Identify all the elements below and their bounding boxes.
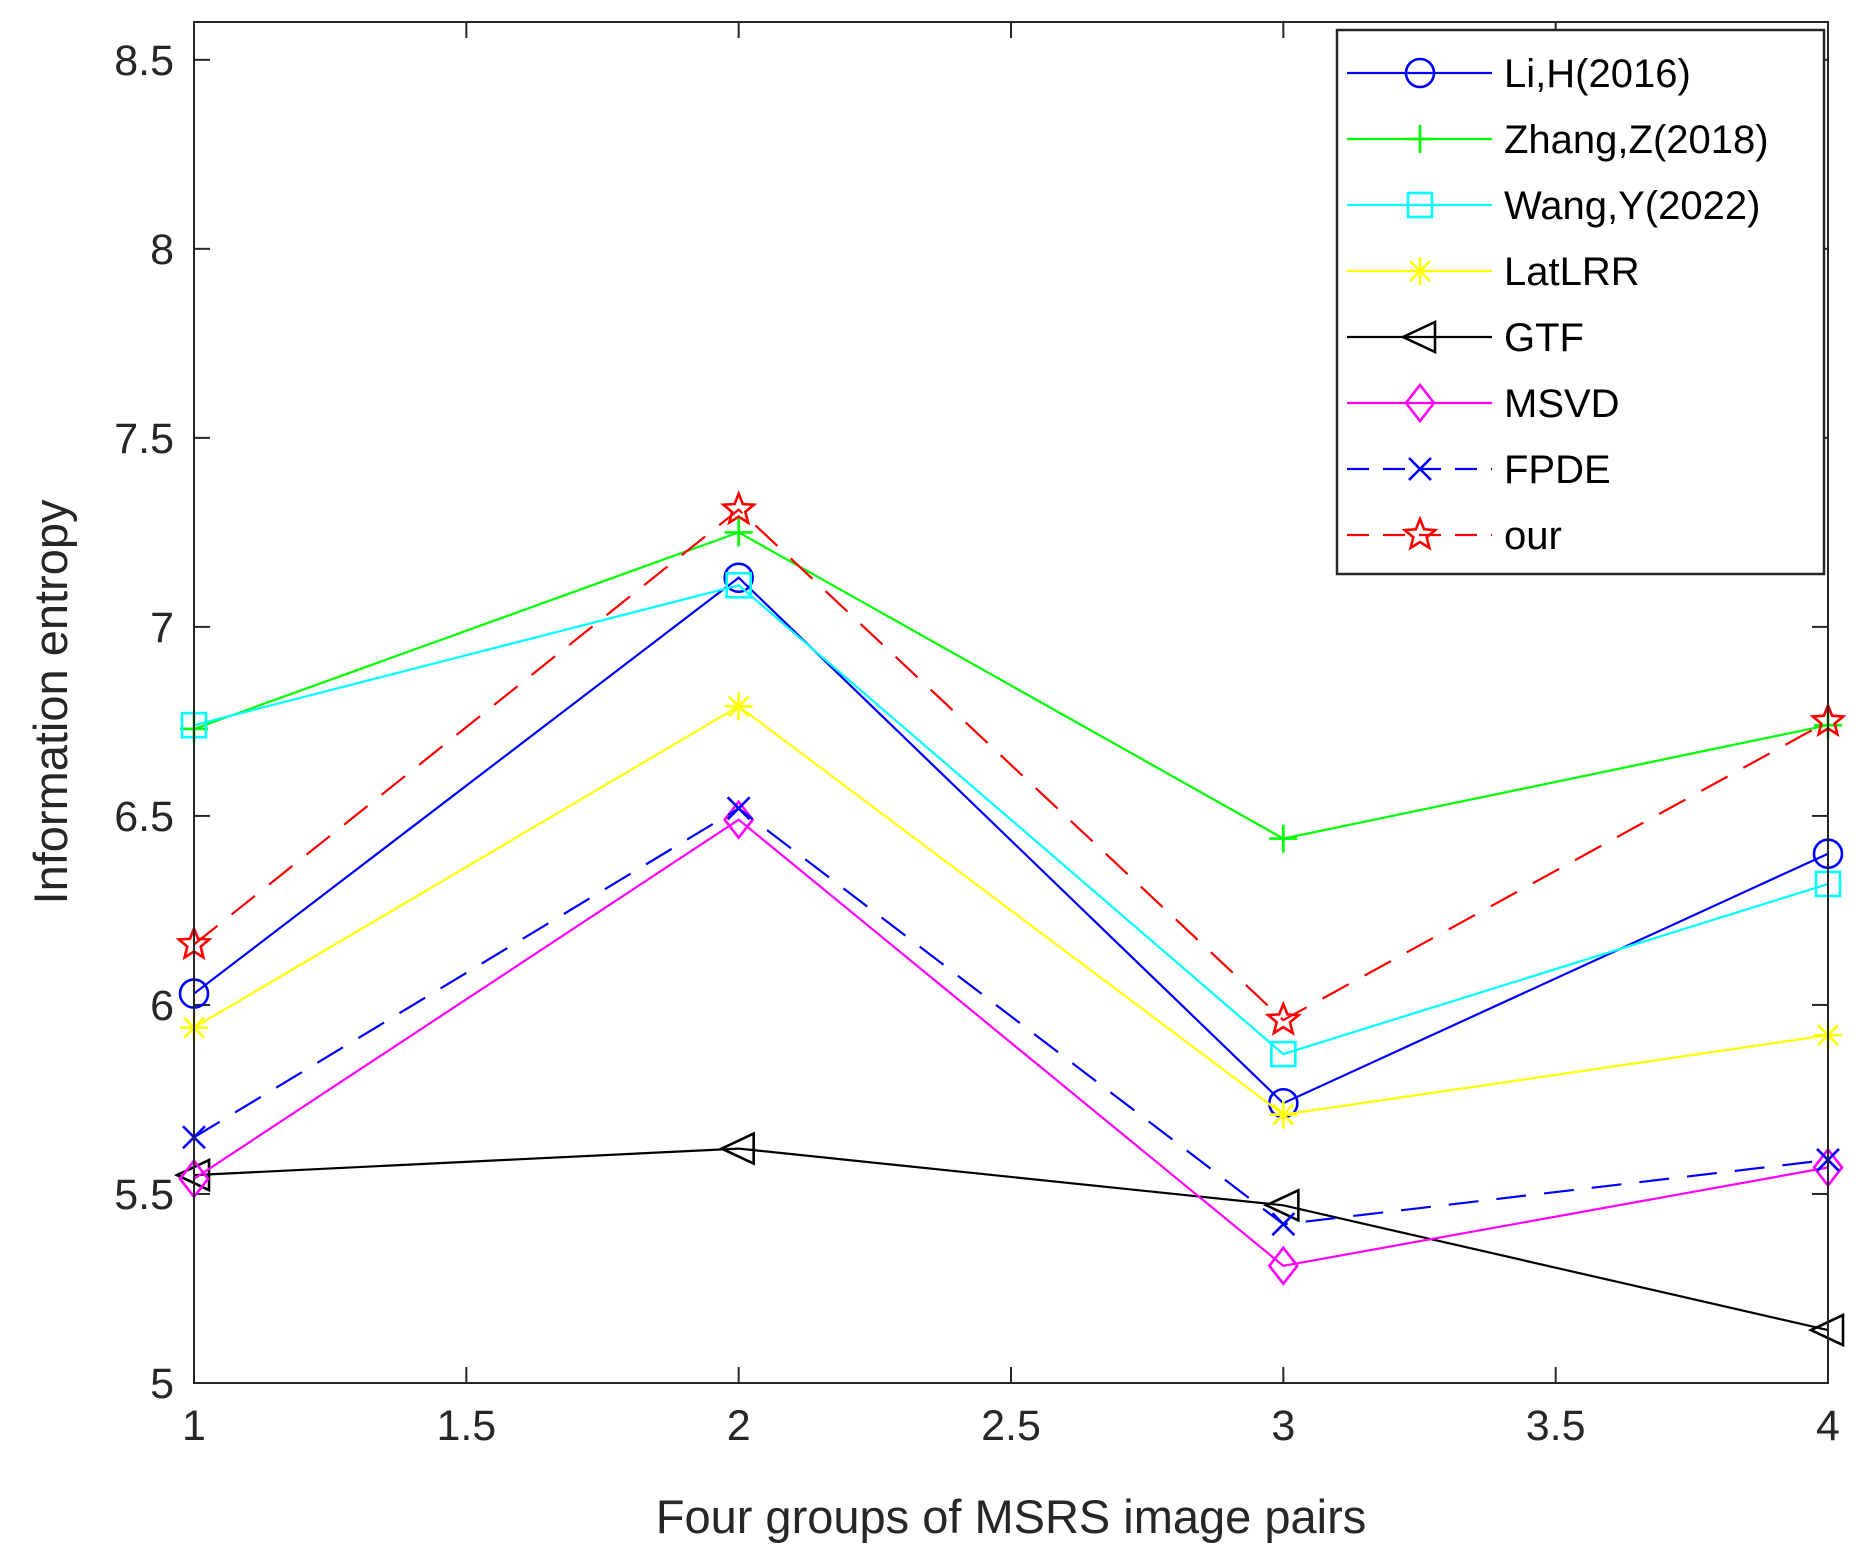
legend-label: Li,H(2016) [1504,52,1691,96]
y-axis-title: Information entropy [24,499,77,904]
series-marker-triangle-left [1263,1188,1300,1223]
x-tick-label: 4 [1816,1402,1840,1450]
series-line [193,818,1829,1267]
legend-label: Wang,Y(2022) [1504,184,1760,228]
series-marker-plus [724,518,753,547]
y-tick-label: 6 [150,982,174,1030]
y-tick-label: 7 [150,604,174,652]
series-marker-asterisk [1269,1100,1298,1129]
legend-item: Zhang,Z(2018) [1347,118,1769,162]
series-marker-diamond [1267,1245,1299,1286]
series-marker-plus [1406,125,1434,153]
series-marker-x [726,796,751,821]
series-line [193,1147,1829,1332]
series-line [193,584,1829,1056]
x-tick-label: 3 [1271,1402,1295,1450]
y-tick-label: 6.5 [114,793,174,841]
legend-item: LatLRR [1347,250,1640,294]
series-line [193,508,1829,1022]
series-line [193,531,1829,840]
legend-label: our [1504,514,1562,558]
series-marker-asterisk [1406,257,1434,285]
y-tick-label: 5.5 [114,1171,174,1219]
legend-item: MSVD [1347,382,1620,426]
series-marker-square [725,572,752,599]
legend-item: FPDE [1347,448,1611,492]
legend-item: GTF [1347,316,1584,360]
legend-label: GTF [1504,316,1584,360]
series-line [193,807,1829,1226]
series-layer [173,490,1847,1348]
legend: Li,H(2016) Zhang,Z(2018) Wang,Y(2022) LatLR… [1335,28,1826,576]
legend-box [1335,28,1826,576]
series-marker-triangle-left [718,1131,755,1166]
series-marker-circle [1404,57,1436,89]
series-marker-diamond [1404,382,1436,424]
legend-item: our [1347,514,1562,558]
y-tick-label: 8 [150,226,174,274]
series-line [193,704,1829,1116]
series-FPDE [182,796,1840,1237]
series-marker-square [1270,1040,1297,1068]
series-marker-star [1264,1000,1302,1036]
series-marker-circle [723,562,754,594]
legend-label: MSVD [1504,382,1620,426]
series-marker-x [1408,457,1432,481]
y-tick-label: 5 [150,1360,174,1408]
x-axis-title: Four groups of MSRS image pairs [656,1490,1367,1543]
series-marker-plus [1269,824,1298,853]
series-marker-triangle-left [1399,319,1437,355]
x-tick-label: 1.5 [436,1402,496,1450]
series-marker-asterisk [724,692,753,721]
legend-item: Wang,Y(2022) [1347,184,1760,228]
series-marker-square [1406,191,1434,219]
plot-frame [193,21,1829,1384]
legend-label: FPDE [1504,448,1611,492]
legend-label: Zhang,Z(2018) [1504,118,1769,162]
x-tick-label: 3.5 [1526,1402,1586,1450]
series-line [193,576,1829,1105]
x-tick-label: 1 [182,1402,206,1450]
x-tick-label: 2 [727,1402,751,1450]
legend-item: Li,H(2016) [1347,52,1691,96]
legend-label: LatLRR [1504,250,1640,294]
x-tick-label: 2.5 [981,1402,1041,1450]
axis-ticks: 1 1.5 2 2.5 3 3.5 4 5 5.5 6 6.5 7 7.5 8 8.5 [114,22,1840,1450]
series-marker-star [720,490,758,526]
series-marker-star [1401,515,1439,551]
y-tick-label: 8.5 [114,37,174,85]
series-marker-x [1271,1212,1296,1237]
y-tick-label: 7.5 [114,415,174,463]
